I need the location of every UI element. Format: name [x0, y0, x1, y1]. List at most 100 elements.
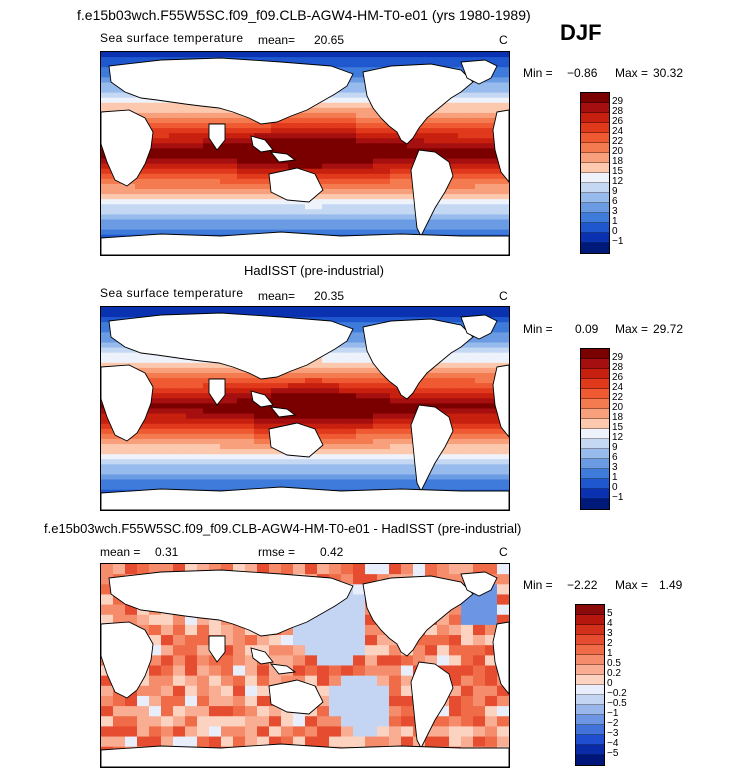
colorbar-swatch	[581, 173, 609, 183]
map-field	[101, 52, 509, 255]
colorbar-tick-label: −0.2	[607, 688, 627, 699]
panel1-mean-value: 20.65	[314, 33, 345, 47]
panel3-mean-value: 0.31	[155, 545, 179, 559]
colorbar-swatch	[581, 113, 609, 123]
colorbar-swatch	[576, 645, 604, 655]
panel1-map	[100, 51, 510, 256]
panel3-colorbar	[575, 604, 605, 766]
panel2-mean-value: 20.35	[314, 289, 345, 303]
colorbar-swatch	[581, 123, 609, 133]
colorbar-swatch	[576, 665, 604, 675]
colorbar-tick-label: 28	[612, 106, 624, 117]
colorbar-tick-label: −1	[612, 236, 624, 247]
colorbar-tick-label: 3	[612, 206, 618, 217]
colorbar-tick-label: 12	[612, 176, 624, 187]
map-field	[101, 564, 509, 767]
colorbar-swatch	[581, 349, 609, 359]
colorbar-tick-label: 3	[607, 628, 613, 639]
colorbar-tick-label: 9	[612, 442, 618, 453]
colorbar-swatch	[576, 625, 604, 635]
land-outline-icon	[101, 57, 509, 255]
colorbar-tick-label: 0	[607, 678, 613, 689]
panel3-max-label: Max =	[615, 578, 649, 592]
colorbar-tick-label: 0	[612, 482, 618, 493]
colorbar-tick-label: 3	[612, 462, 618, 473]
colorbar-swatch	[581, 439, 609, 449]
panel3-max-value: 1.49	[659, 578, 683, 592]
colorbar-tick-label: 28	[612, 362, 624, 373]
colorbar-swatch	[576, 705, 604, 715]
map-field	[101, 307, 509, 510]
colorbar-tick-label: 26	[612, 372, 624, 383]
panel1-max-value: 30.32	[653, 66, 684, 80]
colorbar-tick-label: −0.5	[607, 698, 627, 709]
colorbar-tick-label: 1	[612, 472, 618, 483]
panel2-max-value: 29.72	[653, 322, 684, 336]
colorbar-swatch	[576, 675, 604, 685]
colorbar-swatch	[581, 409, 609, 419]
colorbar-swatch	[581, 419, 609, 429]
panel1-min-label: Min =	[523, 66, 553, 80]
colorbar-swatch	[576, 745, 604, 755]
colorbar-swatch	[581, 203, 609, 213]
colorbar-swatch	[581, 429, 609, 439]
colorbar-tick-label: −1	[612, 492, 624, 503]
colorbar-tick-label: 0	[612, 226, 618, 237]
colorbar-tick-label: 18	[612, 412, 624, 423]
colorbar-tick-label: 20	[612, 146, 624, 157]
panel2-min-label: Min =	[523, 322, 553, 336]
colorbar-swatch	[581, 379, 609, 389]
colorbar-tick-label: 0.5	[607, 658, 621, 669]
colorbar-swatch	[581, 93, 609, 103]
panel1-variable: Sea surface temperature	[100, 31, 244, 45]
colorbar-swatch	[576, 685, 604, 695]
colorbar-swatch	[581, 499, 609, 509]
panel2-min-value: 0.09	[575, 322, 599, 336]
panel2-map	[100, 306, 510, 511]
colorbar-tick-label: −1	[607, 708, 619, 719]
colorbar-tick-label: 22	[612, 392, 624, 403]
colorbar-tick-label: 24	[612, 126, 624, 137]
colorbar-swatch	[576, 695, 604, 705]
colorbar-swatch	[581, 389, 609, 399]
colorbar-swatch	[576, 725, 604, 735]
panel3-title: f.e15b03wch.F55W5SC.f09_f09.CLB-AGW4-HM-…	[44, 521, 522, 536]
colorbar-swatch	[581, 133, 609, 143]
colorbar-swatch	[581, 143, 609, 153]
panel1-mean-label: mean=	[258, 33, 296, 47]
land-outline-icon	[101, 312, 509, 510]
panel2-title: HadISST (pre-industrial)	[244, 263, 384, 278]
panel2-max-label: Max =	[615, 322, 649, 336]
colorbar-tick-label: 18	[612, 156, 624, 167]
colorbar-tick-label: 4	[607, 618, 613, 629]
colorbar-swatch	[581, 233, 609, 243]
colorbar-tick-label: −3	[607, 728, 619, 739]
colorbar-swatch	[576, 655, 604, 665]
colorbar-tick-label: −2	[607, 718, 619, 729]
colorbar-tick-label: 6	[612, 452, 618, 463]
colorbar-swatch	[576, 755, 604, 765]
colorbar-swatch	[581, 459, 609, 469]
panel1-colorbar	[580, 92, 610, 254]
land-outline-icon	[101, 569, 509, 767]
colorbar-tick-label: 1	[607, 648, 613, 659]
panel1-min-value: −0.86	[567, 66, 598, 80]
colorbar-swatch	[581, 213, 609, 223]
colorbar-tick-label: 29	[612, 352, 624, 363]
colorbar-swatch	[576, 635, 604, 645]
panel1-title: f.e15b03wch.F55W5SC.f09_f09.CLB-AGW4-HM-…	[77, 7, 531, 23]
panel1-units: C	[499, 33, 508, 47]
colorbar-tick-label: 22	[612, 136, 624, 147]
colorbar-tick-label: 2	[607, 638, 613, 649]
panel2-units: C	[499, 289, 508, 303]
colorbar-swatch	[581, 369, 609, 379]
panel3-rmse-label: rmse =	[258, 545, 296, 559]
colorbar-swatch	[581, 479, 609, 489]
colorbar-tick-label: 15	[612, 422, 624, 433]
colorbar-tick-label: 12	[612, 432, 624, 443]
colorbar-tick-label: −4	[607, 738, 619, 749]
colorbar-swatch	[581, 359, 609, 369]
colorbar-swatch	[581, 223, 609, 233]
panel3-mean-label: mean =	[100, 545, 141, 559]
colorbar-tick-label: 29	[612, 96, 624, 107]
